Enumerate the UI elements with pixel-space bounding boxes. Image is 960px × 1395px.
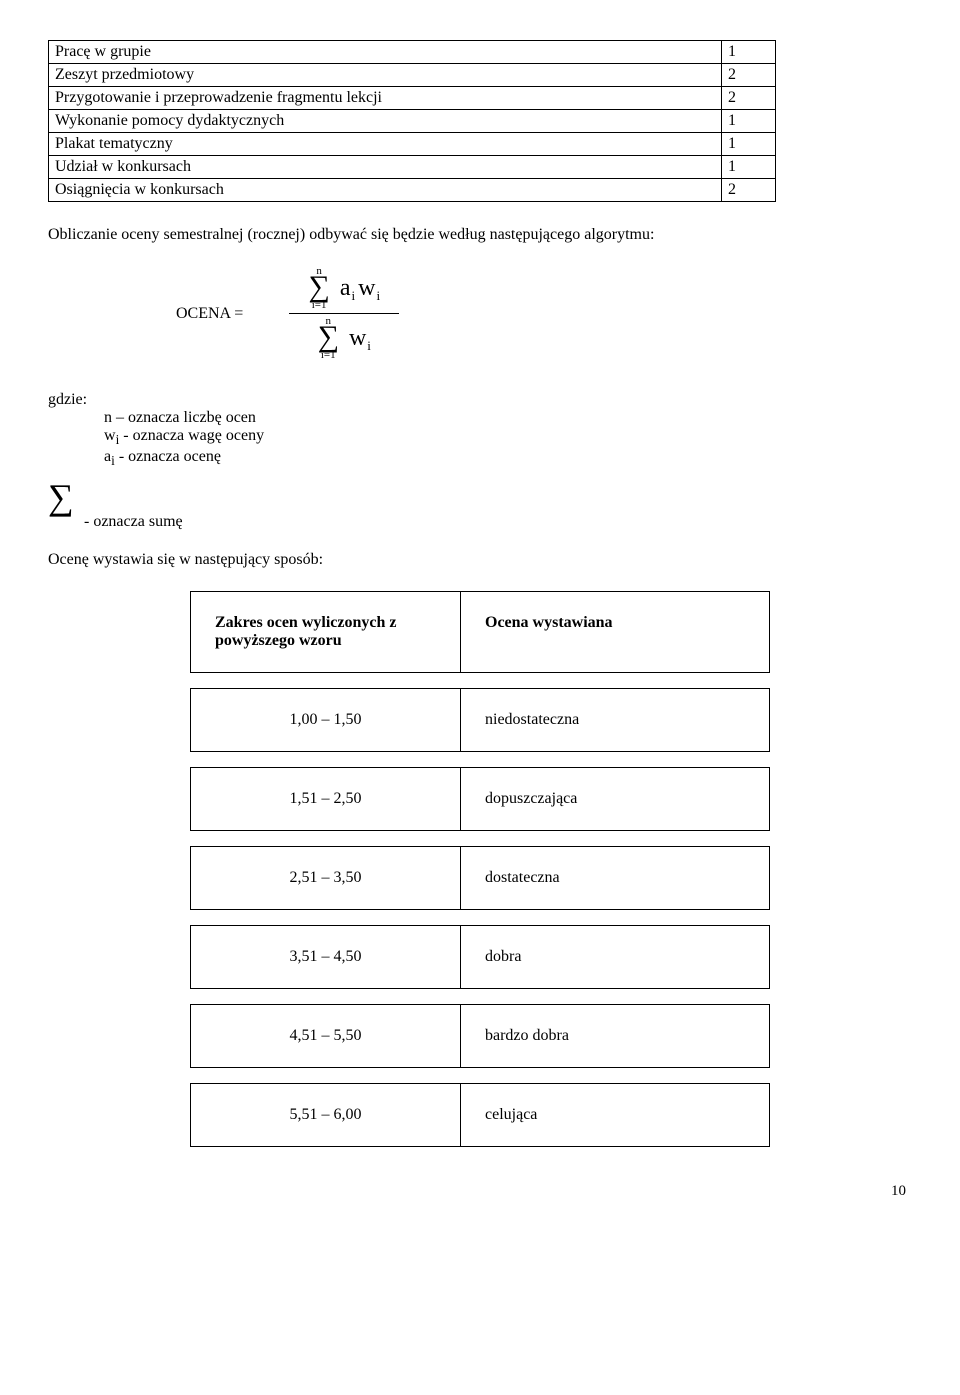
- where-a-post: - oznacza ocenę: [115, 448, 221, 465]
- grade-name: dobra: [461, 926, 770, 989]
- grade-range: 1,00 – 1,50: [191, 689, 461, 752]
- sigma-lower: i=1: [312, 300, 327, 311]
- where-w-pre: w: [104, 427, 116, 444]
- points-row-label: Udział w konkursach: [49, 156, 722, 179]
- page-number: 10: [48, 1183, 912, 1200]
- numerator: n ∑ i=1 ai wi: [308, 266, 380, 311]
- points-row-label: Przygotowanie i przeprowadzenie fragment…: [49, 87, 722, 110]
- points-table: Pracę w grupie1 Zeszyt przedmiotowy2 Prz…: [48, 40, 776, 202]
- points-row-label: Zeszyt przedmiotowy: [49, 64, 722, 87]
- term-a-sub: i: [351, 288, 355, 304]
- points-table-body: Pracę w grupie1 Zeszyt przedmiotowy2 Prz…: [49, 41, 776, 202]
- points-row-value: 1: [722, 110, 776, 133]
- where-sum-line: - oznacza sumę: [84, 513, 912, 531]
- formula-label: OCENA =: [176, 305, 243, 323]
- term-aw: ai wi: [340, 275, 380, 302]
- grade-name: bardzo dobra: [461, 1005, 770, 1068]
- denominator: n ∑ i=1 wi: [318, 316, 371, 361]
- formula: OCENA = n ∑ i=1 ai wi n ∑ i=1 wi: [176, 266, 912, 361]
- points-row-value: 1: [722, 156, 776, 179]
- points-row-value: 2: [722, 64, 776, 87]
- grade-name: dopuszczająca: [461, 768, 770, 831]
- term-w: w: [349, 325, 366, 352]
- grade-name: dostateczna: [461, 847, 770, 910]
- points-row-label: Pracę w grupie: [49, 41, 722, 64]
- where-block: gdzie: n – oznacza liczbę ocen wi - ozna…: [48, 391, 912, 469]
- grades-table: Zakres ocen wyliczonych z powyższego wzo…: [190, 591, 770, 1147]
- grade-range: 5,51 – 6,00: [191, 1084, 461, 1147]
- grade-range: 3,51 – 4,50: [191, 926, 461, 989]
- grade-name: niedostateczna: [461, 689, 770, 752]
- where-line-w: wi - oznacza wagę oceny: [104, 427, 912, 448]
- sigma-standalone-icon: ∑: [48, 479, 912, 515]
- points-row-value: 2: [722, 87, 776, 110]
- sigma-icon: n ∑ i=1: [318, 316, 339, 361]
- term-a: a: [340, 275, 351, 302]
- where-title: gdzie:: [48, 391, 912, 409]
- term-w-sub: i: [367, 338, 371, 354]
- sigma-icon: n ∑ i=1: [308, 266, 329, 311]
- points-row-label: Plakat tematyczny: [49, 133, 722, 156]
- grade-name: celująca: [461, 1084, 770, 1147]
- points-row-value: 2: [722, 179, 776, 202]
- sigma-symbol: ∑: [308, 275, 329, 299]
- fraction-line: [289, 313, 399, 314]
- grade-range: 2,51 – 3,50: [191, 847, 461, 910]
- grades-header-range: Zakres ocen wyliczonych z powyższego wzo…: [191, 592, 461, 673]
- term-w-only: wi: [349, 325, 371, 352]
- grades-header-grade: Ocena wystawiana: [461, 592, 770, 673]
- points-row-value: 1: [722, 41, 776, 64]
- where-line-a: ai - oznacza ocenę: [104, 448, 912, 469]
- where-line-n: n – oznacza liczbę ocen: [104, 409, 912, 427]
- points-row-value: 1: [722, 133, 776, 156]
- points-row-label: Wykonanie pomocy dydaktycznych: [49, 110, 722, 133]
- grade-range: 1,51 – 2,50: [191, 768, 461, 831]
- term-w-sub: i: [376, 288, 380, 304]
- term-w: w: [358, 275, 375, 302]
- grade-range: 4,51 – 5,50: [191, 1005, 461, 1068]
- present-line: Ocenę wystawia się w następujący sposób:: [48, 551, 912, 569]
- sigma-symbol: ∑: [318, 325, 339, 349]
- points-row-label: Osiągnięcia w konkursach: [49, 179, 722, 202]
- sigma-lower: i=1: [321, 350, 336, 361]
- where-w-post: - oznacza wagę oceny: [119, 427, 264, 444]
- intro-paragraph: Obliczanie oceny semestralnej (rocznej) …: [48, 226, 912, 244]
- fraction: n ∑ i=1 ai wi n ∑ i=1 wi: [289, 266, 399, 361]
